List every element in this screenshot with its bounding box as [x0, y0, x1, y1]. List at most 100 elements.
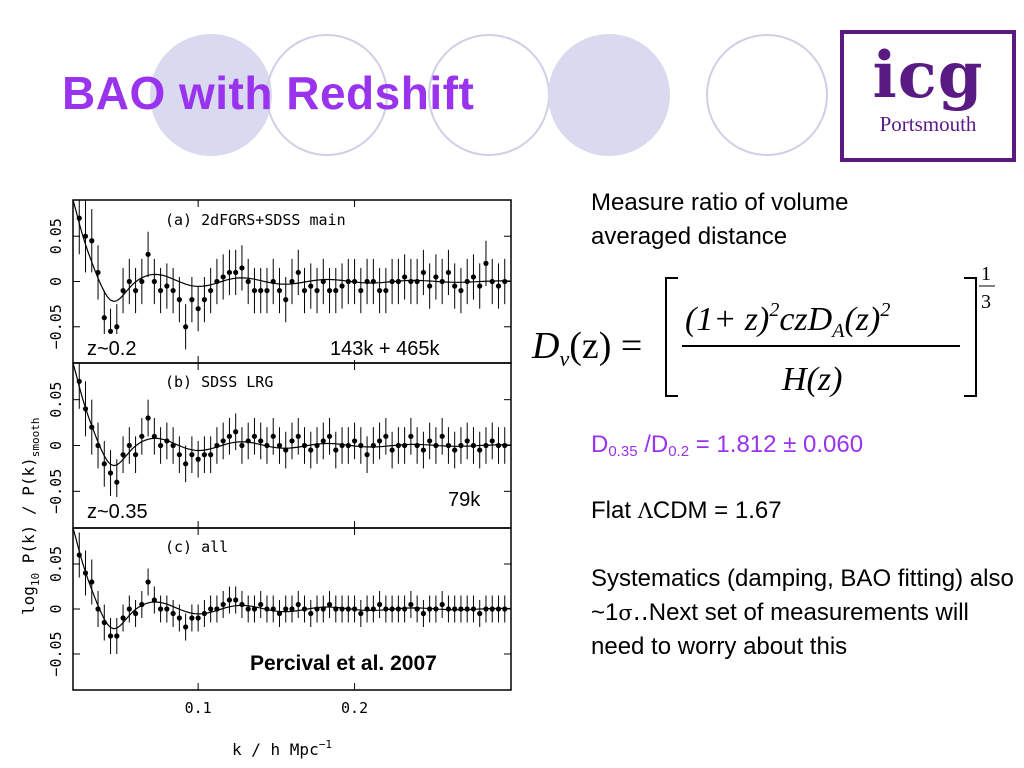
panel-a-data-point: [427, 283, 433, 289]
panel-b-data-point: [358, 442, 364, 449]
systematics-post: Next set of measurements will need to wo…: [591, 599, 969, 660]
panel-b-data-point: [120, 452, 126, 458]
panel-b-data-point: [258, 438, 264, 444]
panel-c-data-point: [295, 601, 301, 608]
panel-a-data-point: [301, 287, 308, 294]
panel-a-data-point: [201, 297, 207, 303]
panel-b-data-point: [189, 452, 195, 458]
panel-c-data-point: [464, 606, 470, 612]
lcdm-pre: Flat: [591, 497, 638, 524]
panel-a-data-point: [345, 278, 351, 285]
panel-c-data-point: [445, 606, 452, 612]
panel-b-data-point: [276, 442, 283, 449]
panel-a-data-point: [89, 238, 95, 244]
panel-b-data-point: [439, 433, 445, 439]
panel-a-data-point: [208, 287, 214, 294]
panel-b-label: (b) SDSS LRG: [165, 373, 273, 391]
panel-c-data-point: [308, 610, 314, 617]
panel-a-data-point: [402, 274, 408, 280]
panel-c-data-point: [345, 606, 351, 612]
panel-c-data-point: [114, 633, 120, 639]
decor-circle-4: [548, 34, 670, 156]
panel-a-data-point: [339, 283, 345, 289]
count-b-bg: [445, 485, 495, 511]
panel-b-data-point: [495, 442, 502, 449]
panel-c-label: (c) all: [165, 538, 228, 556]
panel-a-data-point: [258, 287, 264, 294]
panel-c-data-point: [82, 570, 89, 576]
panel-a-data-point: [326, 287, 333, 294]
panel-c-data-point: [470, 606, 477, 612]
panel-b-data-point: [214, 442, 220, 449]
panel-b-data-point: [82, 406, 89, 412]
panel-b-data-point: [345, 442, 351, 449]
panel-c-ytick-label: 0: [47, 604, 65, 613]
panel-b-data-point: [445, 442, 452, 449]
slide-title: BAO with Redshift: [62, 67, 475, 119]
panel-c-data-point: [389, 606, 395, 612]
panel-c-data-point: [214, 606, 220, 612]
panel-b-redshift: z~0.35: [87, 501, 148, 523]
panel-c-data-point: [283, 606, 289, 612]
panel-c-data-point: [226, 597, 233, 603]
bao-figure: −0.05 0 0.05 −0.05 0 0.05 −0.05 0 0.05 0.1 0.2 (a)…: [19, 199, 512, 759]
panel-a-data-point: [176, 297, 182, 303]
panel-a-data-point: [439, 278, 445, 285]
panel-b-data-point: [220, 438, 226, 444]
panel-b-data-point: [139, 433, 145, 439]
panel-b-data-point: [420, 447, 426, 453]
panel-a-ytick-label: 0: [47, 277, 65, 286]
ratio-value: = 1.812 ± 0.060: [689, 431, 864, 458]
panel-c-data-point: [320, 606, 326, 612]
panel-b-data-point: [295, 433, 301, 439]
panel-b-data-point: [333, 447, 339, 453]
count-a-bg: [326, 334, 478, 360]
panel-b-data-point: [395, 442, 401, 449]
panel-c-data-point: [107, 633, 114, 639]
panel-c-data-point: [120, 615, 126, 621]
panel-b-ytick-label: −0.05: [47, 469, 65, 514]
panel-b-data-point: [464, 438, 470, 444]
panel-b-data-point: [76, 378, 82, 384]
panel-a-data-point: [107, 328, 114, 334]
panel-a-data-point: [214, 278, 220, 285]
panel-a-data-point: [333, 287, 339, 294]
lcdm-post: CDM = 1.67: [652, 497, 782, 524]
panel-c-ytick-label: 0.05: [47, 546, 65, 582]
panel-c-data-point: [477, 610, 483, 617]
panel-b-data-point: [170, 442, 176, 449]
panel-a-data-point: [132, 287, 139, 294]
panel-b-data-point: [158, 442, 164, 449]
panel-c-data-point: [245, 606, 251, 612]
panel-c-data-point: [208, 606, 214, 612]
panel-c-data-point: [183, 624, 189, 630]
panel-c-data-point: [145, 579, 151, 585]
panel-b-data-point: [233, 429, 239, 435]
panel-b-data-point: [351, 438, 358, 444]
measure-line-2: averaged distance: [591, 223, 788, 250]
panel-c-data-point: [258, 601, 264, 608]
panel-a-data-point: [358, 287, 364, 294]
panel-b-data-point: [483, 442, 489, 449]
panel-a-data-point: [226, 269, 233, 276]
panel-c-data-point: [132, 610, 139, 617]
panel-a-data-point: [120, 287, 126, 294]
citation-bg: [245, 647, 501, 677]
systematics-dots: ‥: [632, 599, 649, 626]
panel-a-data-point: [114, 324, 120, 330]
panel-b-data-point: [164, 438, 170, 444]
panel-b-data-point: [239, 442, 245, 449]
panel-c-data-point: [264, 606, 270, 612]
panel-a-data-point: [495, 283, 502, 289]
panel-a-ytick-label: 0.05: [47, 218, 65, 254]
eq-bracket-left: [665, 277, 678, 397]
panel-c-data-point: [377, 601, 383, 608]
panel-a-data-point: [477, 283, 483, 289]
panel-a-data-point: [414, 278, 420, 285]
panel-b-data-point: [245, 438, 251, 444]
panel-c-data-point: [383, 606, 389, 612]
panel-c-data-point: [452, 606, 458, 612]
panel-c-data-point: [427, 606, 433, 612]
panel-a-data-point: [314, 287, 320, 294]
panel-c-data-point: [489, 606, 495, 612]
